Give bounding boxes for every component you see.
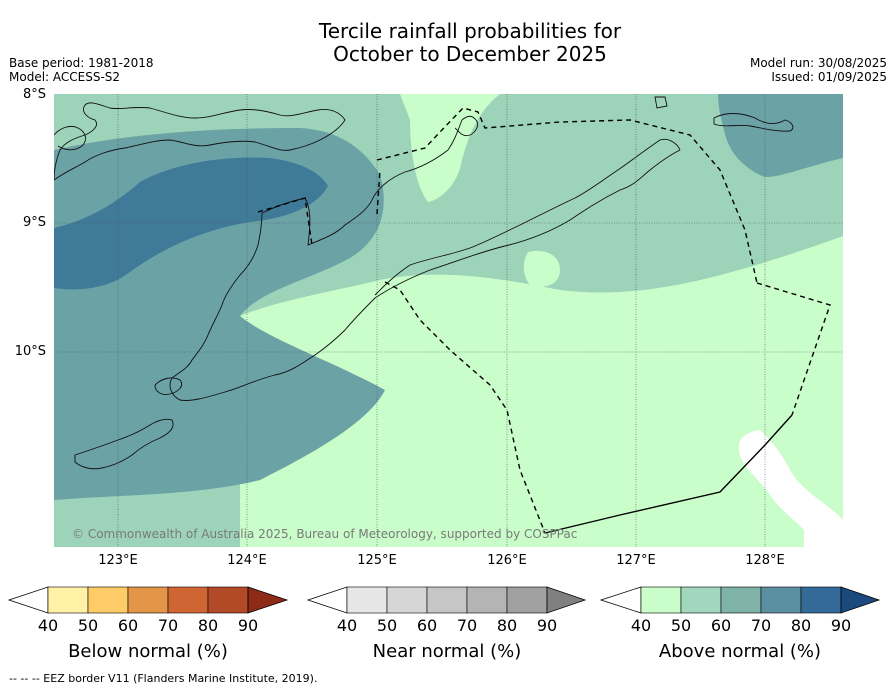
legend-below-swatch-50	[87, 586, 129, 614]
legend-below-tick-70: 70	[157, 616, 179, 635]
lat-label-9s: 9°S	[22, 215, 46, 230]
legend-near-tick-60: 60	[416, 616, 438, 635]
legend-near-max-arrow	[546, 586, 587, 614]
legend-below-min-arrow	[7, 586, 49, 614]
lon-label-126e: 126°E	[487, 553, 527, 568]
eez-border-east	[756, 282, 831, 416]
rote-island	[154, 377, 183, 395]
legend-above-swatch-80	[800, 586, 842, 614]
eez-border	[257, 107, 831, 534]
legend-below-tick-90: 90	[237, 616, 259, 635]
legend-above-tick-50: 50	[670, 616, 692, 635]
lon-label-125e: 125°E	[357, 553, 397, 568]
legend-above-tick-80: 80	[790, 616, 812, 635]
region-40-50-south	[240, 236, 843, 547]
legend-near-swatch-60	[426, 586, 468, 614]
legend-below-tick-80: 80	[197, 616, 219, 635]
eez-border-west	[257, 169, 381, 246]
region-60-70-east	[718, 94, 843, 177]
legend-above-title: Above normal (%)	[658, 641, 822, 662]
island-east-2	[713, 113, 794, 132]
gridlines	[54, 94, 843, 547]
model-run: Model run: 30/08/2025	[749, 56, 887, 70]
wetar-coast	[447, 115, 479, 151]
base-period: Base period: 1981-2018	[9, 56, 154, 70]
legend-near-swatch-70	[466, 586, 508, 614]
legend-near-title: Near normal (%)	[372, 641, 522, 662]
legend-above-tick-60: 60	[710, 616, 732, 635]
legend-below-tick-50: 50	[77, 616, 99, 635]
region-70-80-core	[54, 157, 328, 290]
legend-above-max-arrow	[840, 586, 881, 614]
lon-label-128e: 128°E	[745, 553, 785, 568]
legend-near-tick-70: 70	[456, 616, 478, 635]
eez-border-south-solid	[544, 414, 793, 534]
masked-area-south	[804, 520, 843, 547]
legend-near-tick-90: 90	[536, 616, 558, 635]
eez-footnote: -- -- -- EEZ border V11 (Flanders Marine…	[9, 672, 318, 685]
legend-near-min-arrow	[306, 586, 348, 614]
title-line-2: October to December 2025	[333, 42, 607, 66]
legend-below-swatch-60	[127, 586, 169, 614]
legend-above-tick-70: 70	[750, 616, 772, 635]
map-title: Tercile rainfall probabilities for Octob…	[0, 20, 896, 66]
legend-below-swatch-80	[207, 586, 249, 614]
flores-east-coast	[54, 125, 86, 151]
legend-above-swatch-60	[720, 586, 762, 614]
model-name: Model: ACCESS-S2	[9, 70, 121, 84]
legend-below-swatch-40	[47, 586, 89, 614]
island-east-1	[654, 96, 668, 109]
coastlines	[54, 96, 794, 470]
title-line-1: Tercile rainfall probabilities for	[318, 19, 622, 43]
lon-label-127e: 127°E	[616, 553, 656, 568]
legend-below-max-arrow	[247, 586, 289, 614]
alor-coast	[54, 102, 346, 181]
lon-label-123e: 123°E	[98, 553, 138, 568]
legend-near-swatch-40	[346, 586, 388, 614]
legend-near-swatch-80	[506, 586, 548, 614]
legend-near-tick-40: 40	[336, 616, 358, 635]
legend-above-swatch-70	[760, 586, 802, 614]
issued-date: Issued: 01/09/2025	[771, 70, 887, 84]
legend-above-swatch-50	[680, 586, 722, 614]
timor-north-coast	[374, 138, 681, 296]
legend-below-tick-60: 60	[117, 616, 139, 635]
legend-above-min-arrow	[599, 586, 642, 614]
legend-above-swatch-40	[640, 586, 682, 614]
legend-below-swatch-70	[167, 586, 209, 614]
eez-border-north	[376, 107, 758, 284]
legend-below-title: Below normal (%)	[68, 641, 228, 662]
region-40-50-patch	[523, 250, 560, 287]
copyright-notice: © Commonwealth of Australia 2025, Bureau…	[72, 527, 578, 541]
legend-near-swatch-50	[386, 586, 428, 614]
lat-label-8s: 8°S	[22, 87, 46, 102]
legend-above-tick-40: 40	[630, 616, 652, 635]
region-40-50-north	[400, 94, 500, 202]
meta-left: Base period: 1981-2018 Model: ACCESS-S2	[9, 56, 154, 84]
lat-label-10s: 10°S	[14, 344, 46, 359]
legend-above-tick-90: 90	[830, 616, 852, 635]
legend-bars	[7, 586, 881, 614]
lon-label-124e: 124°E	[227, 553, 267, 568]
legend-near-tick-50: 50	[376, 616, 398, 635]
meta-right: Model run: 30/08/2025 Issued: 01/09/2025	[750, 56, 887, 84]
legend-below-tick-40: 40	[37, 616, 59, 635]
sumba-coast	[74, 418, 174, 470]
legend-near-tick-80: 80	[496, 616, 518, 635]
